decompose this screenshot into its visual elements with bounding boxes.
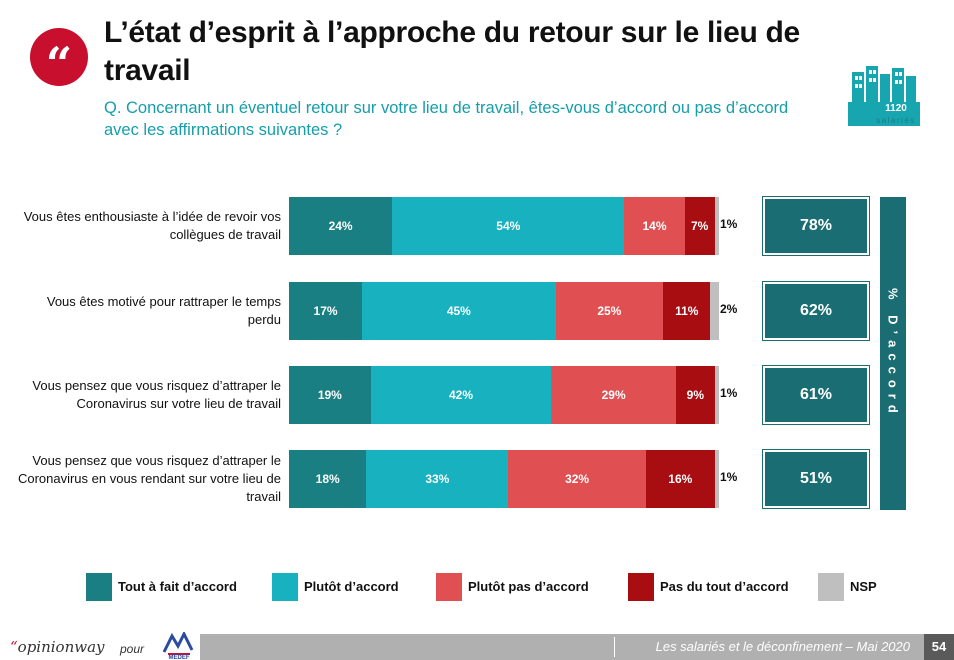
sample-label: salariés [876,116,916,125]
category-label: Vous êtes motivé pour rattraper le temps… [46,294,281,327]
agree-total: 61% [762,365,870,425]
legend-swatch [628,573,654,601]
bar-segment: 9% [676,366,715,424]
agree-total: 62% [762,281,870,341]
legend-swatch [818,573,844,601]
agree-total: 51% [762,449,870,509]
building-icon [848,66,920,126]
opinionway-logo: “opinionway [10,638,105,656]
medef-logo: MEDEF [162,632,194,660]
legend-label: NSP [850,579,877,594]
nsp-value-label: 1% [720,386,738,400]
agree-column-label: % D’accord [885,288,901,419]
nsp-value-label: 1% [720,470,738,484]
footer-separator [614,637,615,657]
bar-segment: 7% [684,197,715,255]
bar-segment-nsp [714,197,719,255]
footer-caption: Les salariés et le déconfinement – Mai 2… [655,639,910,654]
category-label: Vous pensez que vous risquez d’attraper … [32,378,281,411]
legend-label: Plutôt d’accord [304,579,399,594]
sample-size: 1120 [885,103,907,114]
legend-swatch [272,573,298,601]
bar-segment: 29% [551,366,676,424]
question-subtitle: Q. Concernant un éventuel retour sur vot… [104,99,789,139]
quote-icon: “ [30,28,88,91]
legend-label: Tout à fait d’accord [118,579,237,594]
bar-segment-nsp [714,450,719,508]
bar-segment: 25% [555,282,664,340]
bar-segment: 45% [362,282,556,340]
bar-segment: 18% [289,450,367,508]
page-title: L’état d’esprit à l’approche du retour s… [104,16,800,87]
logo-quote: “ [10,638,18,656]
agree-total: 78% [762,196,870,256]
bar-segment: 54% [392,197,625,255]
bar-segment-nsp [710,282,719,340]
bar-segment: 42% [370,366,552,424]
agree-column-header [880,197,906,510]
logo-text: opinionway [17,638,105,656]
bar-segment-nsp [714,366,719,424]
bar-segment: 32% [508,450,646,508]
legend-label: Plutôt pas d’accord [468,579,589,594]
legend-label: Pas du tout d’accord [660,579,789,594]
svg-text:MEDEF: MEDEF [169,655,190,660]
category-label: Vous êtes enthousiaste à l’idée de revoi… [23,209,281,242]
bar-segment: 33% [366,450,509,508]
bar-segment: 16% [645,450,715,508]
nsp-value-label: 2% [720,302,738,316]
category-label: Vous pensez que vous risquez d’attraper … [17,453,281,504]
bar-segment: 11% [663,282,711,340]
bar-segment: 14% [624,197,685,255]
pour-label: pour [120,642,145,656]
bar-segment: 24% [289,197,393,255]
page-number: 54 [924,634,954,660]
legend-swatch [436,573,462,601]
legend-swatch [86,573,112,601]
nsp-value-label: 1% [720,217,738,231]
bar-segment: 19% [289,366,371,424]
bar-segment: 17% [289,282,363,340]
